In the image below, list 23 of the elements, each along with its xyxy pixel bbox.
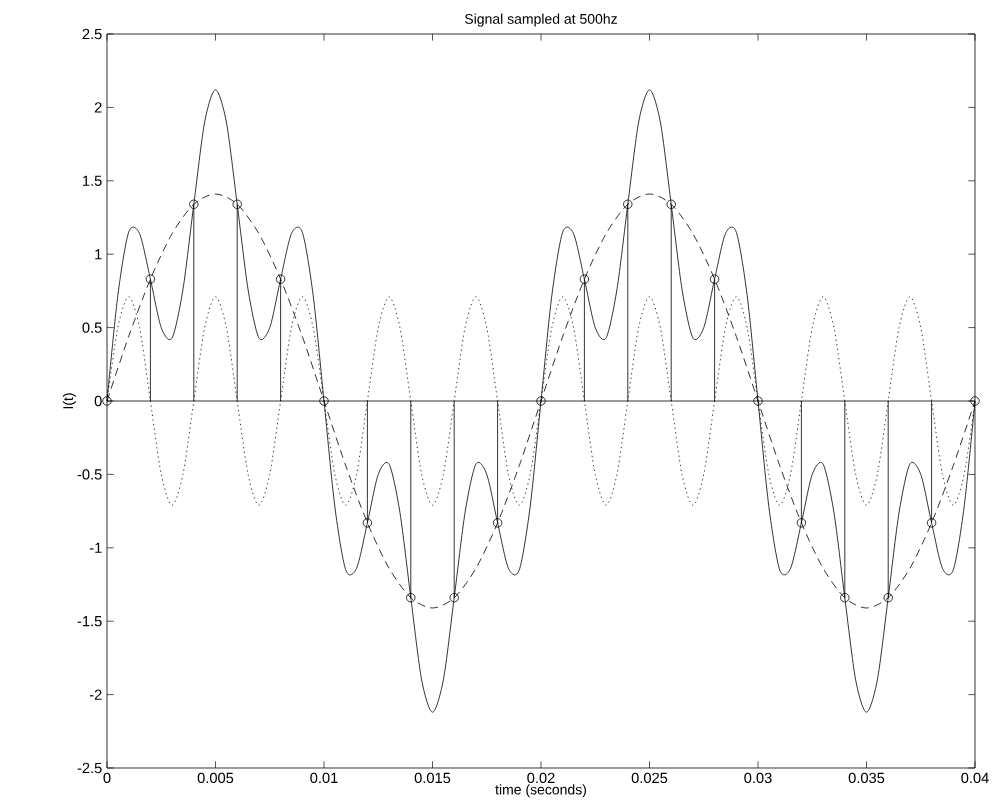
x-tick-label: 0.015 <box>414 772 451 784</box>
y-tick-label: 1 <box>95 249 102 260</box>
y-tick-label: 2 <box>94 102 102 113</box>
x-axis-title: time (seconds) <box>495 784 586 798</box>
y-tick-label: -1.5 <box>77 616 102 627</box>
y-tick-label: 0 <box>94 395 102 407</box>
chart-title: Signal sampled at 500hz <box>464 13 617 27</box>
x-tick-label: 0.01 <box>310 772 338 784</box>
x-tick-label: 0.005 <box>197 772 234 784</box>
y-tick-label: -0.5 <box>77 469 102 480</box>
y-tick-label: -1 <box>89 542 102 553</box>
y-tick-label: 2.5 <box>82 28 102 40</box>
y-tick-label: 0.5 <box>82 322 102 333</box>
x-tick-label: 0.04 <box>961 772 989 784</box>
y-tick-label: 1.5 <box>83 175 102 186</box>
x-tick-label: 0.02 <box>527 772 555 784</box>
x-tick-label: 0 <box>103 772 111 784</box>
x-tick-label: 0.03 <box>744 772 772 784</box>
y-tick-label: -2.5 <box>77 762 102 774</box>
x-tick-label: 0.025 <box>631 772 668 784</box>
x-tick-label: 0.035 <box>848 772 885 784</box>
y-axis-title: I(t) <box>62 393 76 409</box>
y-tick-label: -2 <box>89 689 102 700</box>
